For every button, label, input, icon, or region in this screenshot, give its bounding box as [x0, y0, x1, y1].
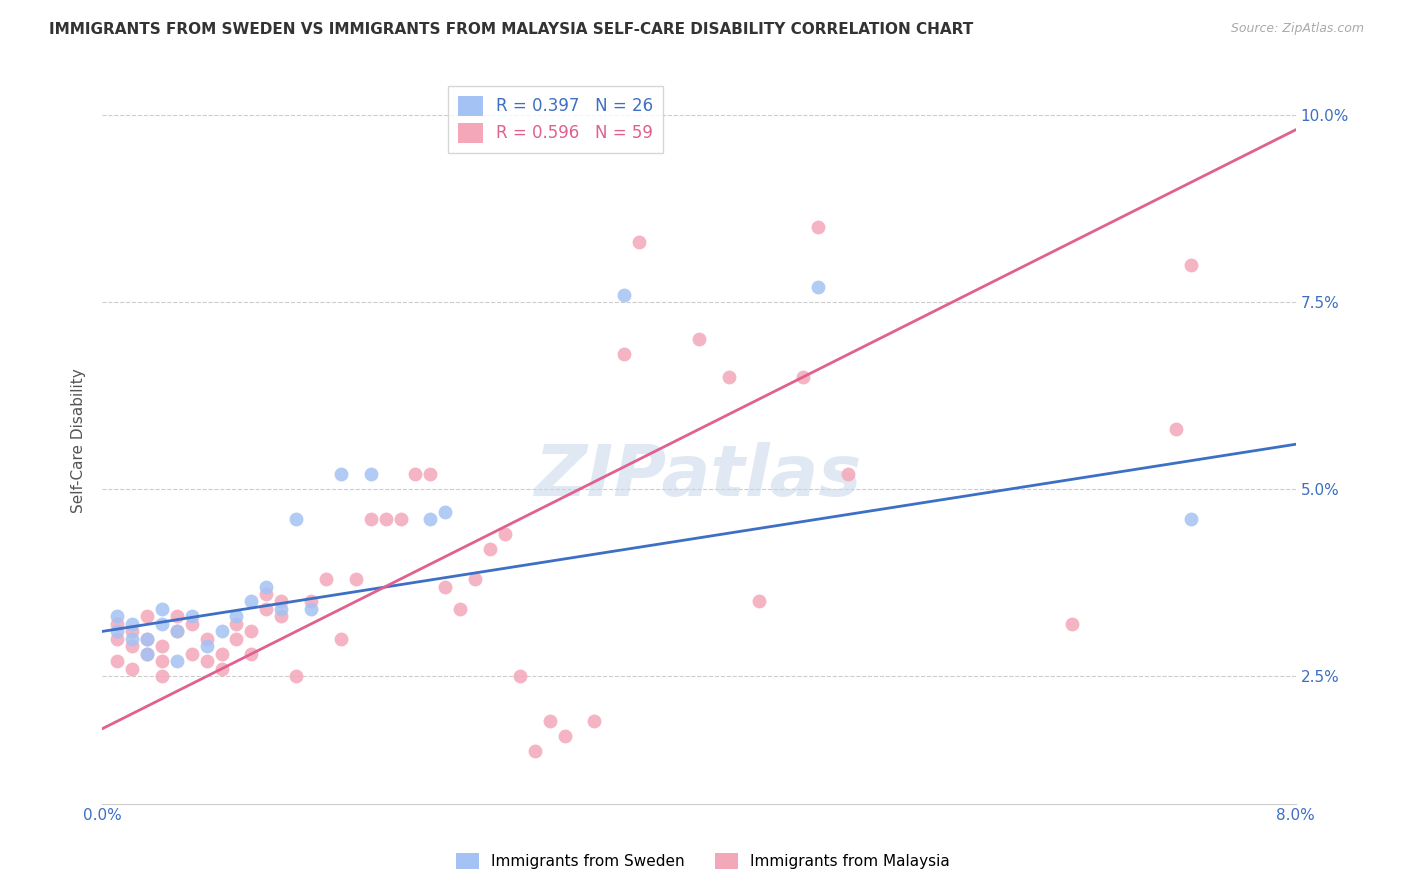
Point	[121, 624, 143, 639]
Point	[315, 572, 337, 586]
Point	[180, 616, 202, 631]
Point	[254, 602, 277, 616]
Point	[479, 542, 502, 557]
Point	[434, 580, 457, 594]
Point	[166, 654, 188, 668]
Point	[166, 624, 188, 639]
Point	[240, 624, 263, 639]
Point	[285, 669, 308, 683]
Point	[1180, 258, 1202, 272]
Point	[136, 647, 159, 661]
Legend: R = 0.397   N = 26, R = 0.596   N = 59: R = 0.397 N = 26, R = 0.596 N = 59	[449, 86, 664, 153]
Point	[121, 640, 143, 654]
Point	[613, 287, 636, 301]
Point	[105, 654, 128, 668]
Point	[807, 220, 830, 235]
Point	[180, 647, 202, 661]
Point	[211, 624, 233, 639]
Point	[150, 640, 173, 654]
Point	[270, 609, 292, 624]
Point	[240, 647, 263, 661]
Point	[166, 609, 188, 624]
Point	[419, 512, 441, 526]
Point	[121, 632, 143, 646]
Point	[389, 512, 412, 526]
Point	[105, 624, 128, 639]
Point	[150, 654, 173, 668]
Point	[254, 580, 277, 594]
Point	[717, 370, 740, 384]
Point	[136, 632, 159, 646]
Point	[299, 594, 322, 608]
Point	[360, 512, 382, 526]
Text: Source: ZipAtlas.com: Source: ZipAtlas.com	[1230, 22, 1364, 36]
Point	[211, 662, 233, 676]
Point	[270, 602, 292, 616]
Point	[195, 654, 218, 668]
Point	[1180, 512, 1202, 526]
Point	[136, 632, 159, 646]
Point	[136, 647, 159, 661]
Point	[344, 572, 367, 586]
Point	[270, 594, 292, 608]
Point	[523, 744, 546, 758]
Point	[1166, 422, 1188, 436]
Point	[150, 616, 173, 631]
Point	[688, 333, 710, 347]
Point	[254, 587, 277, 601]
Point	[150, 602, 173, 616]
Text: ZIPatlas: ZIPatlas	[536, 442, 863, 511]
Point	[105, 632, 128, 646]
Point	[166, 624, 188, 639]
Point	[494, 527, 516, 541]
Text: IMMIGRANTS FROM SWEDEN VS IMMIGRANTS FROM MALAYSIA SELF-CARE DISABILITY CORRELAT: IMMIGRANTS FROM SWEDEN VS IMMIGRANTS FRO…	[49, 22, 973, 37]
Point	[449, 602, 471, 616]
Legend: Immigrants from Sweden, Immigrants from Malaysia: Immigrants from Sweden, Immigrants from …	[450, 847, 956, 875]
Point	[628, 235, 651, 249]
Point	[225, 616, 247, 631]
Point	[150, 669, 173, 683]
Point	[299, 602, 322, 616]
Point	[121, 662, 143, 676]
Point	[509, 669, 531, 683]
Y-axis label: Self-Care Disability: Self-Care Disability	[72, 368, 86, 513]
Point	[419, 467, 441, 482]
Point	[240, 594, 263, 608]
Point	[105, 616, 128, 631]
Point	[613, 347, 636, 361]
Point	[404, 467, 426, 482]
Point	[807, 280, 830, 294]
Point	[136, 609, 159, 624]
Point	[180, 609, 202, 624]
Point	[225, 632, 247, 646]
Point	[583, 714, 606, 729]
Point	[374, 512, 396, 526]
Point	[464, 572, 486, 586]
Point	[792, 370, 814, 384]
Point	[195, 632, 218, 646]
Point	[1060, 616, 1083, 631]
Point	[211, 647, 233, 661]
Point	[748, 594, 770, 608]
Point	[360, 467, 382, 482]
Point	[195, 640, 218, 654]
Point	[554, 729, 576, 743]
Point	[434, 505, 457, 519]
Point	[538, 714, 561, 729]
Point	[105, 609, 128, 624]
Point	[329, 632, 352, 646]
Point	[121, 616, 143, 631]
Point	[329, 467, 352, 482]
Point	[225, 609, 247, 624]
Point	[285, 512, 308, 526]
Point	[837, 467, 859, 482]
